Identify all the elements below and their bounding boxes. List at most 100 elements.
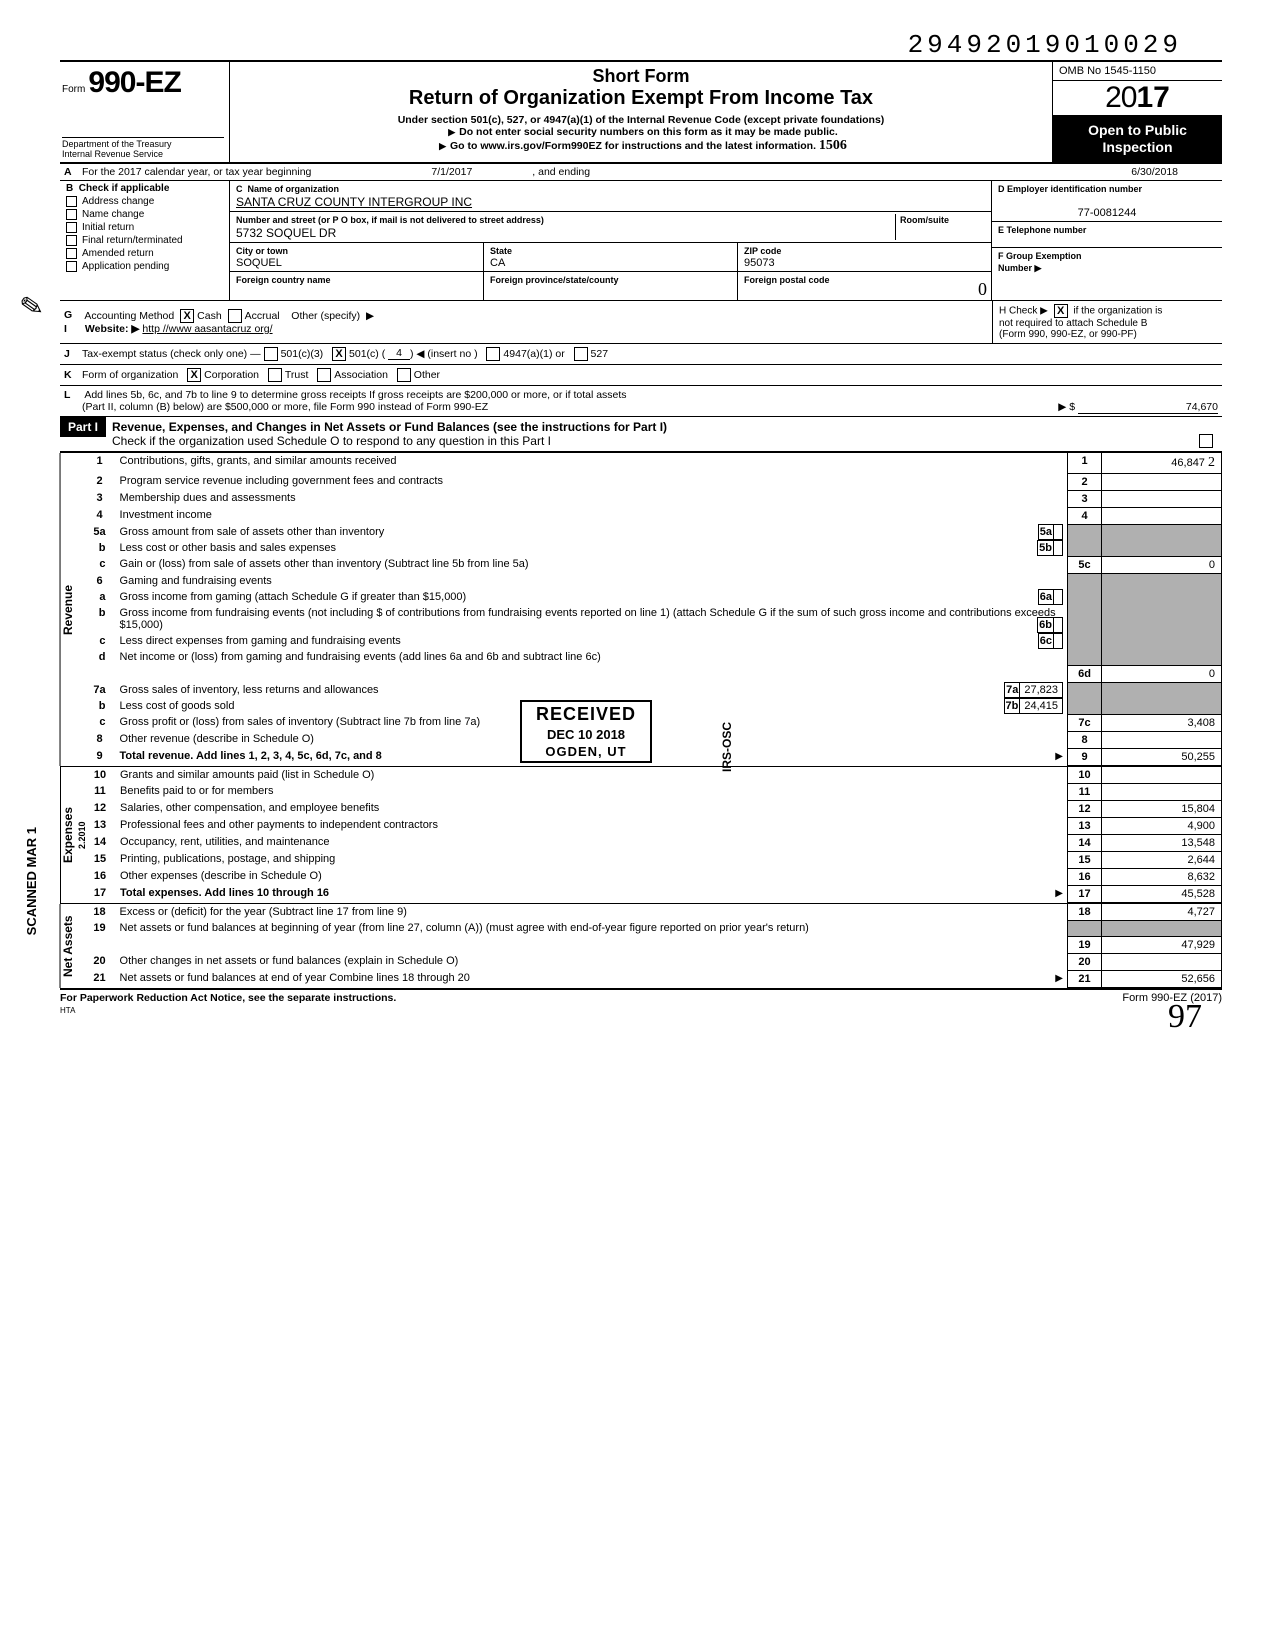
received-date: DEC 10 2018 (536, 727, 636, 742)
k-text: Form of organization (82, 369, 178, 381)
omb-number: OMB No 1545-1150 (1053, 62, 1222, 81)
chk-501c3[interactable] (264, 347, 278, 361)
l-arrow: ▶ $ (1058, 401, 1075, 413)
open-public-2: Inspection (1055, 139, 1220, 156)
chk-amended[interactable] (66, 248, 77, 259)
lbl-insert-no: ) ◀ (insert no ) (410, 348, 478, 360)
form-label: Form (62, 84, 85, 95)
irs-osc-stamp: IRS-OSC (720, 722, 734, 772)
lbl-name-change: Name change (82, 209, 144, 220)
g-text: Accounting Method (84, 309, 174, 321)
received-stamp: RECEIVED DEC 10 2018 OGDEN, UT (520, 700, 652, 763)
section-revenue: Revenue (60, 453, 84, 766)
line-a-text1: For the 2017 calendar year, or tax year … (82, 166, 311, 178)
received-loc: OGDEN, UT (536, 744, 636, 759)
subtitle-2: Do not enter social security numbers on … (459, 126, 838, 138)
part1-check: Check if the organization used Schedule … (112, 434, 551, 448)
revenue-table: 1Contributions, gifts, grants, and simil… (84, 453, 1222, 766)
line-a-end: 6/30/2018 (1131, 166, 1178, 178)
fprov-lbl: Foreign province/state/county (490, 275, 619, 285)
open-public-1: Open to Public (1055, 122, 1220, 139)
lbl-trust: Trust (285, 369, 309, 381)
org-name: SANTA CRUZ COUNTY INTERGROUP INC (236, 195, 472, 209)
title-short: Short Form (236, 66, 1046, 87)
name-lbl: Name of organization (248, 184, 340, 194)
e-lbl: E Telephone number (998, 225, 1086, 235)
j-text: Tax-exempt status (check only one) — (82, 348, 261, 360)
addr-val: 5732 SOQUEL DR (236, 226, 336, 240)
chk-501c[interactable]: X (332, 347, 346, 361)
chk-corp[interactable]: X (187, 368, 201, 382)
part1-label: Part I (60, 417, 106, 437)
fpostal-lbl: Foreign postal code (744, 275, 830, 285)
lbl-application-pending: Application pending (82, 261, 169, 272)
title-main: Return of Organization Exempt From Incom… (236, 87, 1046, 110)
website-lbl: Website: ▶ (85, 323, 140, 335)
col-b-label: B (66, 183, 73, 194)
h-text2: if the organization is (1073, 305, 1162, 316)
zip-val: 95073 (744, 257, 775, 269)
netassets-table: 18Excess or (deficit) for the year (Subt… (84, 904, 1222, 988)
website-val: http //www aasantacruz org/ (142, 323, 272, 335)
hand-1506: 1506 (819, 138, 847, 153)
d-lbl: D Employer identification number (998, 184, 1142, 194)
state-lbl: State (490, 246, 512, 256)
h-text1: H Check ▶ (999, 305, 1048, 316)
chk-application-pending[interactable] (66, 261, 77, 272)
form-number: 990-EZ (88, 66, 180, 99)
lbl-assoc: Association (334, 369, 388, 381)
chk-cash[interactable]: X (180, 309, 194, 323)
k-label: K (64, 369, 82, 381)
addr-lbl: Number and street (or P O box, if mail i… (236, 215, 544, 225)
col-b-header: Check if applicable (79, 183, 170, 194)
document-id: 29492019010029 (60, 30, 1182, 60)
year-prefix: 20 (1105, 81, 1136, 114)
h-text3: not required to attach Schedule B (999, 318, 1147, 329)
initials-mark: ✎ (17, 288, 46, 326)
chk-other-org[interactable] (397, 368, 411, 382)
lbl-accrual: Accrual (245, 309, 280, 321)
chk-527[interactable] (574, 347, 588, 361)
chk-h[interactable]: X (1054, 304, 1068, 318)
lbl-501c3: 501(c)(3) (281, 348, 324, 360)
lbl-cash: Cash (197, 309, 222, 321)
city-val: SOQUEL (236, 257, 282, 269)
lbl-initial-return: Initial return (82, 222, 134, 233)
year-bold: 17 (1137, 81, 1170, 114)
line-a-label: A (64, 166, 82, 178)
chk-4947[interactable] (486, 347, 500, 361)
lbl-other-org: Other (414, 369, 440, 381)
i-label: I (64, 323, 82, 335)
chk-trust[interactable] (268, 368, 282, 382)
line-a-begin: 7/1/2017 (431, 166, 472, 178)
chk-accrual[interactable] (228, 309, 242, 323)
lbl-final-return: Final return/terminated (82, 235, 183, 246)
l-val: 74,670 (1078, 401, 1218, 414)
footer-hta: HTA (60, 1006, 75, 1015)
received-title: RECEIVED (536, 704, 636, 725)
lbl-amended: Amended return (82, 248, 154, 259)
dept-irs: Internal Revenue Service (62, 150, 224, 160)
501c-insert: 4 (388, 347, 410, 360)
fcountry-lbl: Foreign country name (236, 275, 331, 285)
h-text4: (Form 990, 990-EZ, or 990-PF) (999, 329, 1137, 340)
f-lbl2: Number ▶ (998, 263, 1041, 273)
col-c-label: C (236, 184, 243, 194)
section-expenses: Expenses2.2010 (60, 767, 84, 903)
lbl-corp: Corporation (204, 369, 259, 381)
state-val: CA (490, 257, 505, 269)
chk-part1-scho[interactable] (1199, 434, 1213, 448)
g-label: G (64, 309, 82, 321)
fpostal-hand: 0 (978, 279, 987, 300)
chk-address-change[interactable] (66, 196, 77, 207)
chk-final-return[interactable] (66, 235, 77, 246)
expenses-table: 10Grants and similar amounts paid (list … (84, 767, 1222, 903)
chk-initial-return[interactable] (66, 222, 77, 233)
f-lbl: F Group Exemption (998, 251, 1082, 261)
room-lbl: Room/suite (900, 215, 949, 225)
lbl-address-change: Address change (82, 196, 154, 207)
scanned-stamp: SCANNED MAR 1 (24, 827, 39, 935)
chk-name-change[interactable] (66, 209, 77, 220)
chk-assoc[interactable] (317, 368, 331, 382)
line-a-text2: , and ending (532, 166, 590, 178)
